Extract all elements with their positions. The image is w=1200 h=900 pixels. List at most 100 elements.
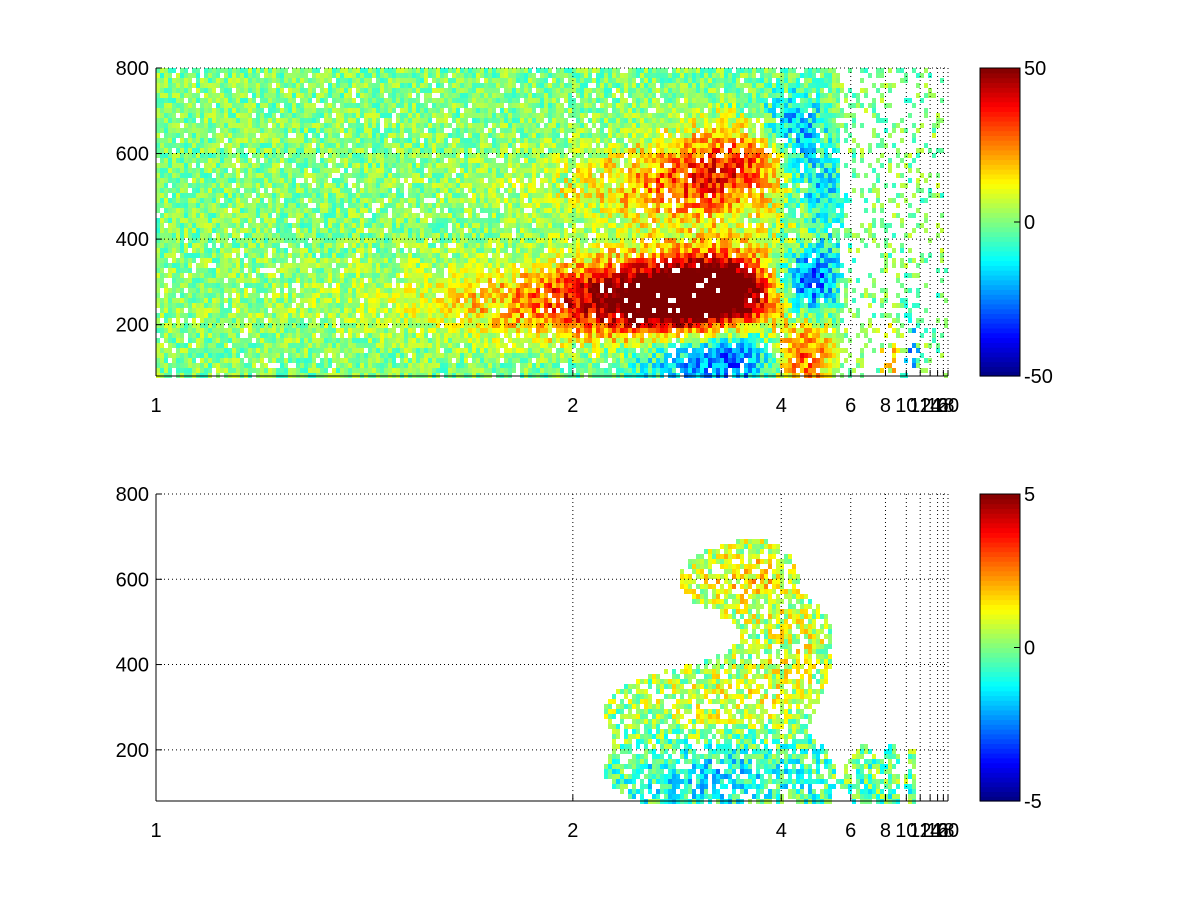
heatmap-cell	[264, 238, 268, 243]
heatmap-cell	[312, 128, 316, 133]
heatmap-cell	[212, 338, 216, 343]
heatmap-cell	[496, 233, 500, 238]
heatmap-cell	[192, 233, 196, 238]
heatmap-cell	[268, 183, 272, 188]
heatmap-cell	[480, 148, 484, 153]
heatmap-cell	[348, 323, 352, 328]
heatmap-cell	[256, 163, 260, 168]
heatmap-cell	[300, 193, 304, 198]
heatmap-cell	[336, 268, 340, 273]
heatmap-cell	[448, 103, 452, 108]
heatmap-cell	[176, 168, 180, 173]
heatmap-cell	[496, 243, 500, 248]
heatmap-cell	[460, 193, 464, 198]
heatmap-cell	[264, 313, 268, 318]
heatmap-cell	[212, 168, 216, 173]
heatmap-cell	[268, 68, 272, 73]
heatmap-cell	[288, 233, 292, 238]
heatmap-cell	[420, 123, 424, 128]
heatmap-cell	[200, 248, 204, 253]
heatmap-cell	[496, 188, 500, 193]
heatmap-cell	[344, 108, 348, 113]
heatmap-cell	[400, 213, 404, 218]
heatmap-cell	[228, 323, 232, 328]
heatmap-cell	[272, 343, 276, 348]
heatmap-cell	[500, 198, 504, 203]
heatmap-cell	[492, 133, 496, 138]
heatmap-cell	[248, 133, 252, 138]
heatmap-cell	[412, 218, 416, 223]
heatmap-cell	[464, 348, 468, 353]
heatmap-cell	[244, 68, 248, 73]
heatmap-cell	[436, 363, 440, 368]
heatmap-cell	[340, 253, 344, 258]
heatmap-cell	[324, 93, 328, 98]
heatmap-cell	[188, 268, 192, 273]
heatmap-cell	[368, 203, 372, 208]
heatmap-cell	[312, 298, 316, 303]
heatmap-cell	[264, 83, 268, 88]
heatmap-cell	[224, 358, 228, 363]
heatmap-cell	[432, 163, 436, 168]
heatmap-cell	[480, 143, 484, 148]
heatmap-cell	[412, 328, 416, 333]
heatmap-cell	[424, 108, 428, 113]
heatmap-cell	[224, 298, 228, 303]
heatmap-cell	[352, 203, 356, 208]
heatmap-cell	[208, 213, 212, 218]
heatmap-cell	[268, 148, 272, 153]
heatmap-cell	[480, 263, 484, 268]
heatmap-cell	[452, 153, 456, 158]
heatmap-cell	[208, 223, 212, 228]
heatmap-cell	[176, 233, 180, 238]
heatmap-cell	[356, 263, 360, 268]
heatmap-cell	[220, 258, 224, 263]
heatmap-cell	[408, 148, 412, 153]
heatmap-cell	[356, 283, 360, 288]
heatmap-cell	[276, 168, 280, 173]
heatmap-cell	[316, 248, 320, 253]
heatmap-cell	[284, 338, 288, 343]
heatmap-cell	[308, 163, 312, 168]
heatmap-cell	[180, 253, 184, 258]
heatmap-cell	[396, 178, 400, 183]
heatmap-cell	[208, 103, 212, 108]
heatmap-cell	[212, 123, 216, 128]
heatmap-cell	[420, 178, 424, 183]
heatmap-cell	[208, 233, 212, 238]
heatmap-cell	[312, 268, 316, 273]
heatmap-cell	[384, 238, 388, 243]
heatmap-cell	[356, 123, 360, 128]
heatmap-cell	[244, 178, 248, 183]
heatmap-cell	[376, 218, 380, 223]
heatmap-cell	[364, 173, 368, 178]
heatmap-cell	[372, 143, 376, 148]
heatmap-cell	[384, 158, 388, 163]
heatmap-cell	[348, 88, 352, 93]
heatmap-cell	[296, 213, 300, 218]
heatmap-cell	[380, 158, 384, 163]
heatmap-cell	[256, 328, 260, 333]
heatmap-cell	[260, 368, 264, 373]
heatmap-cell	[360, 248, 364, 253]
heatmap-cell	[484, 183, 488, 188]
heatmap-cell	[164, 213, 168, 218]
heatmap-cell	[376, 198, 380, 203]
heatmap-cell	[368, 228, 372, 233]
heatmap-cell	[376, 143, 380, 148]
heatmap-cell	[352, 368, 356, 373]
heatmap-cell	[212, 108, 216, 113]
heatmap-cell	[308, 263, 312, 268]
heatmap-cell	[396, 318, 400, 323]
heatmap-cell	[184, 228, 188, 233]
heatmap-cell	[396, 193, 400, 198]
heatmap-cell	[260, 153, 264, 158]
heatmap-cell	[340, 183, 344, 188]
heatmap-cell	[168, 138, 172, 143]
heatmap-cell	[500, 108, 504, 113]
heatmap-cell	[376, 328, 380, 333]
heatmap-cell	[456, 263, 460, 268]
heatmap-cell	[188, 348, 192, 353]
heatmap-cell	[424, 163, 428, 168]
heatmap-cell	[296, 268, 300, 273]
